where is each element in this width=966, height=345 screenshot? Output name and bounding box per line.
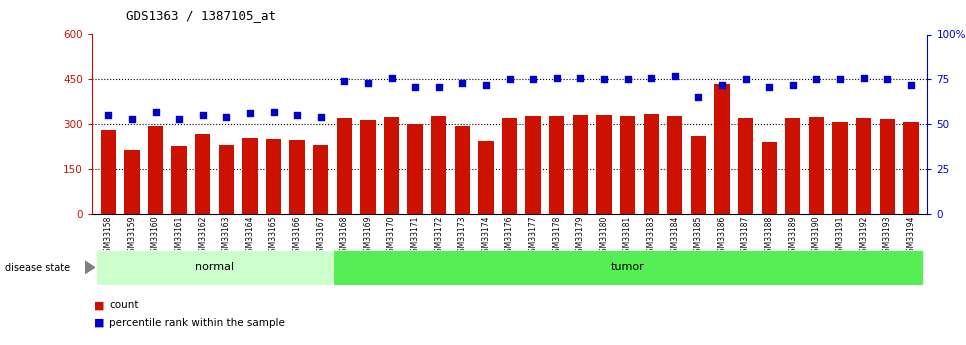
Point bbox=[714, 82, 729, 88]
Bar bbox=[455, 126, 470, 214]
Point bbox=[431, 84, 446, 89]
Bar bbox=[218, 145, 234, 214]
Point bbox=[668, 73, 683, 79]
Bar bbox=[856, 118, 871, 214]
Point bbox=[290, 112, 305, 118]
Bar bbox=[526, 116, 541, 214]
Point bbox=[856, 75, 871, 80]
Bar bbox=[691, 136, 706, 214]
Bar bbox=[313, 145, 328, 214]
Text: GDS1363 / 1387105_at: GDS1363 / 1387105_at bbox=[126, 9, 275, 22]
Point bbox=[218, 114, 234, 120]
Point bbox=[313, 114, 328, 120]
Point bbox=[502, 77, 518, 82]
Point bbox=[360, 80, 376, 86]
Point bbox=[738, 77, 753, 82]
Point bbox=[148, 109, 163, 115]
Point bbox=[455, 80, 470, 86]
Bar bbox=[573, 115, 588, 214]
Point bbox=[833, 77, 848, 82]
Text: ■: ■ bbox=[94, 300, 104, 310]
Point bbox=[903, 82, 919, 88]
Bar bbox=[431, 116, 446, 214]
Text: percentile rank within the sample: percentile rank within the sample bbox=[109, 318, 285, 327]
Bar bbox=[596, 115, 611, 214]
Point bbox=[549, 75, 564, 80]
Bar bbox=[761, 141, 777, 214]
Text: ■: ■ bbox=[94, 318, 104, 327]
Bar bbox=[332, 250, 923, 285]
Text: normal: normal bbox=[195, 263, 234, 272]
Bar bbox=[785, 118, 801, 214]
Bar bbox=[738, 118, 753, 214]
Point bbox=[785, 82, 801, 88]
Bar bbox=[809, 117, 824, 214]
Point bbox=[266, 109, 281, 115]
Bar bbox=[880, 119, 895, 214]
Point bbox=[809, 77, 824, 82]
Bar bbox=[360, 120, 376, 214]
Polygon shape bbox=[85, 261, 95, 274]
Point bbox=[620, 77, 636, 82]
Point bbox=[195, 112, 211, 118]
Bar bbox=[833, 122, 848, 214]
Text: disease state: disease state bbox=[5, 264, 70, 273]
Point bbox=[171, 116, 186, 121]
Point bbox=[761, 84, 777, 89]
Point bbox=[691, 95, 706, 100]
Bar bbox=[148, 126, 163, 214]
Point bbox=[879, 77, 895, 82]
Bar bbox=[97, 250, 332, 285]
Bar bbox=[100, 130, 116, 214]
Point bbox=[100, 112, 116, 118]
Bar bbox=[643, 114, 659, 214]
Bar bbox=[266, 139, 281, 214]
Bar bbox=[714, 84, 729, 214]
Bar bbox=[620, 116, 636, 214]
Bar bbox=[408, 124, 423, 214]
Bar bbox=[668, 116, 682, 214]
Point bbox=[573, 75, 588, 80]
Bar bbox=[549, 116, 564, 214]
Bar bbox=[478, 141, 494, 214]
Point bbox=[643, 75, 659, 80]
Point bbox=[596, 77, 611, 82]
Point bbox=[336, 78, 352, 84]
Bar bbox=[384, 117, 399, 214]
Point bbox=[242, 111, 258, 116]
Text: tumor: tumor bbox=[611, 263, 644, 272]
Point bbox=[478, 82, 494, 88]
Bar bbox=[125, 150, 139, 214]
Bar bbox=[903, 122, 919, 214]
Bar bbox=[171, 146, 186, 214]
Point bbox=[408, 84, 423, 89]
Point bbox=[125, 116, 140, 121]
Point bbox=[526, 77, 541, 82]
Bar bbox=[195, 134, 211, 214]
Bar bbox=[290, 140, 305, 214]
Bar bbox=[242, 138, 258, 214]
Point bbox=[384, 75, 399, 80]
Text: count: count bbox=[109, 300, 139, 310]
Bar bbox=[337, 118, 352, 214]
Bar bbox=[502, 118, 517, 214]
